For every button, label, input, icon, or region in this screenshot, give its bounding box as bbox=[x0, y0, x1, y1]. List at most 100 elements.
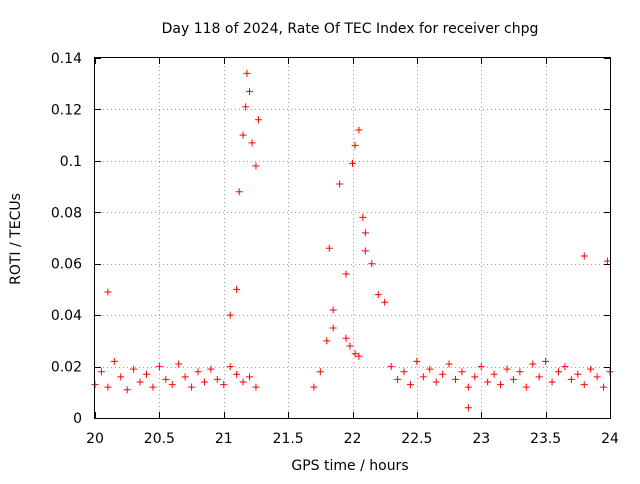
data-point bbox=[252, 383, 260, 391]
data-point bbox=[168, 381, 176, 389]
data-point bbox=[580, 381, 588, 389]
data-point bbox=[548, 378, 556, 386]
data-point bbox=[243, 69, 251, 77]
data-point bbox=[381, 298, 389, 306]
y-tick-labels: 0 0.02 0.04 0.06 0.08 0.1 0.12 0.14 bbox=[51, 51, 82, 427]
data-point bbox=[387, 363, 395, 371]
data-point bbox=[255, 116, 263, 124]
data-point bbox=[181, 373, 189, 381]
data-point bbox=[555, 368, 562, 376]
data-point bbox=[239, 131, 247, 139]
data-point bbox=[497, 381, 505, 389]
data-point bbox=[458, 368, 466, 376]
data-point bbox=[246, 87, 253, 95]
x-tick-label: 21 bbox=[215, 431, 233, 447]
y-tick-label: 0.12 bbox=[51, 102, 82, 118]
y-axis-label: ROTI / TECUs bbox=[8, 193, 24, 285]
data-point bbox=[329, 324, 337, 332]
y-tick-label: 0.1 bbox=[60, 154, 82, 170]
y-tick-label: 0.08 bbox=[51, 205, 82, 221]
x-tick-label: 23.5 bbox=[530, 431, 561, 447]
data-point bbox=[561, 363, 569, 371]
data-point bbox=[325, 244, 333, 252]
data-point bbox=[143, 370, 150, 378]
data-point bbox=[175, 360, 183, 368]
data-point bbox=[97, 368, 105, 376]
data-point bbox=[593, 373, 601, 381]
data-point bbox=[155, 363, 163, 371]
data-point bbox=[580, 252, 588, 260]
data-point bbox=[188, 383, 196, 391]
data-point bbox=[342, 334, 350, 342]
data-point bbox=[130, 365, 138, 373]
data-point bbox=[484, 378, 492, 386]
x-tick-label: 20 bbox=[86, 431, 104, 447]
data-point bbox=[207, 365, 215, 373]
plot-frame bbox=[94, 57, 611, 419]
data-point bbox=[239, 378, 247, 386]
data-point bbox=[351, 141, 359, 149]
data-point bbox=[162, 375, 170, 383]
data-point bbox=[246, 373, 253, 381]
data-point bbox=[316, 368, 324, 376]
data-point bbox=[110, 357, 118, 365]
data-point bbox=[123, 386, 131, 394]
data-point bbox=[355, 126, 363, 134]
data-point bbox=[587, 365, 595, 373]
data-point bbox=[426, 365, 434, 373]
data-point bbox=[439, 370, 447, 378]
data-point bbox=[233, 370, 241, 378]
data-point bbox=[542, 357, 550, 365]
data-point bbox=[490, 370, 498, 378]
data-point bbox=[235, 188, 243, 196]
x-tick-label: 22.5 bbox=[401, 431, 432, 447]
points-layer bbox=[91, 69, 614, 412]
y-tick-label: 0.02 bbox=[51, 360, 82, 376]
data-point bbox=[509, 375, 517, 383]
data-point bbox=[361, 247, 369, 255]
ticks-layer bbox=[95, 58, 611, 419]
data-point bbox=[117, 373, 125, 381]
data-point bbox=[310, 383, 318, 391]
y-tick-label: 0.06 bbox=[51, 257, 82, 273]
data-point bbox=[200, 378, 208, 386]
data-point bbox=[336, 180, 344, 188]
data-point bbox=[471, 373, 479, 381]
x-tick-label: 21.5 bbox=[273, 431, 304, 447]
x-tick-labels: 20 20.5 21 21.5 22 22.5 23 23.5 24 bbox=[86, 431, 619, 447]
data-point bbox=[323, 337, 331, 345]
data-point bbox=[104, 288, 112, 296]
data-point bbox=[445, 360, 453, 368]
data-point bbox=[535, 373, 543, 381]
y-tick-label: 0 bbox=[73, 411, 82, 427]
data-point bbox=[242, 103, 250, 111]
data-point bbox=[213, 375, 221, 383]
data-point bbox=[349, 159, 356, 167]
data-point bbox=[452, 375, 459, 383]
data-point bbox=[226, 311, 234, 319]
data-point bbox=[516, 368, 524, 376]
y-tick-label: 0.14 bbox=[51, 51, 82, 67]
data-point bbox=[603, 257, 611, 265]
data-point bbox=[351, 350, 359, 358]
data-point bbox=[368, 260, 376, 268]
data-point bbox=[248, 139, 256, 147]
data-point bbox=[522, 383, 530, 391]
data-point bbox=[342, 270, 350, 278]
data-point bbox=[503, 365, 511, 373]
x-tick-label: 22 bbox=[344, 431, 362, 447]
data-point bbox=[346, 342, 354, 350]
data-point bbox=[464, 404, 472, 412]
data-point bbox=[529, 360, 537, 368]
data-point bbox=[329, 306, 337, 314]
data-point bbox=[252, 162, 260, 170]
x-tick-label: 24 bbox=[601, 431, 619, 447]
grid-layer bbox=[95, 58, 610, 418]
data-point bbox=[149, 383, 157, 391]
data-point bbox=[394, 375, 402, 383]
data-point bbox=[464, 383, 472, 391]
data-point bbox=[220, 381, 228, 389]
data-point bbox=[361, 229, 369, 237]
data-point bbox=[104, 383, 112, 391]
data-point bbox=[574, 370, 582, 378]
